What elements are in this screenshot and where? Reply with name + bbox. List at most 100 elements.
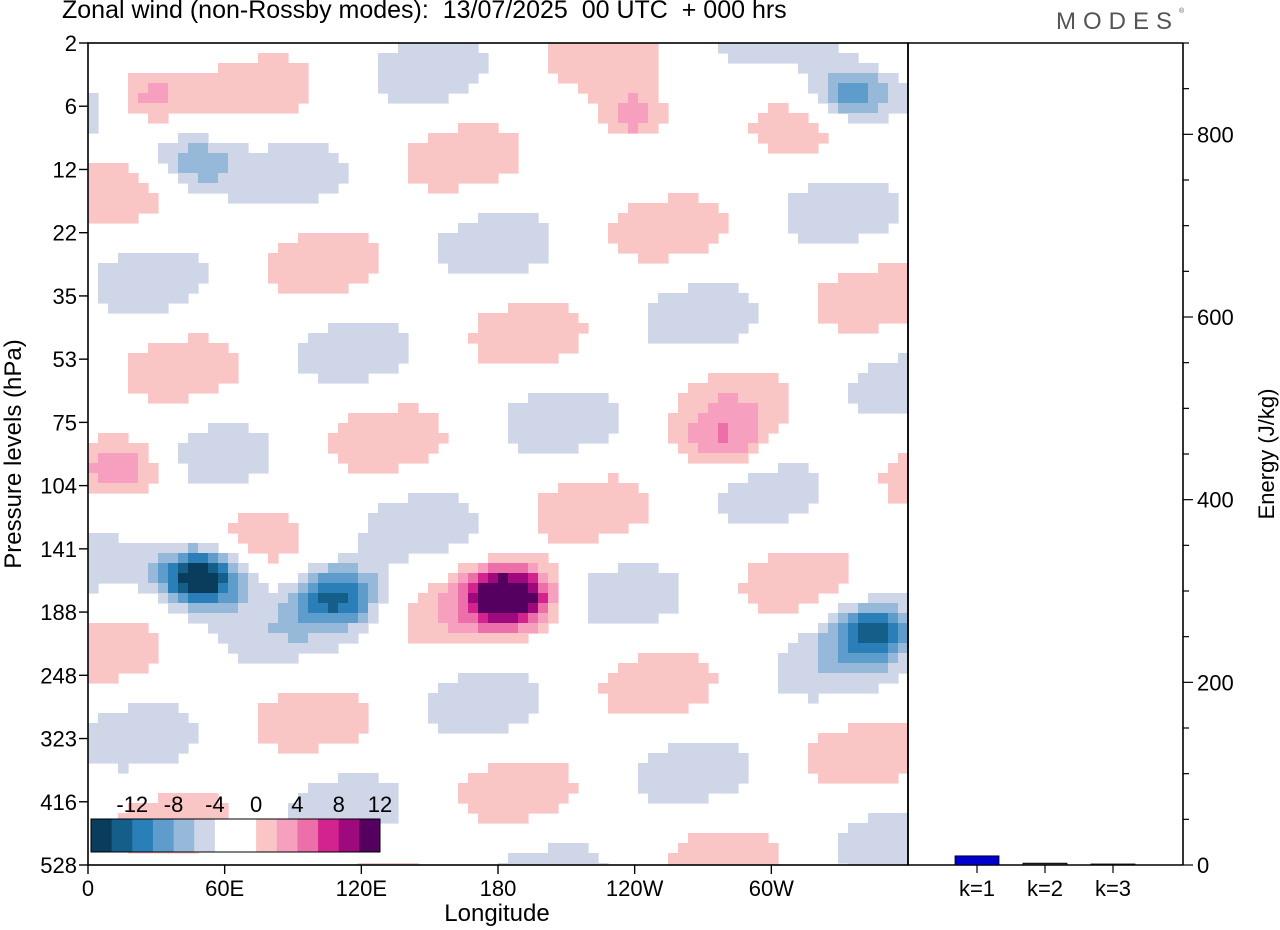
contour-cell: [368, 323, 379, 334]
contour-cell: [888, 473, 899, 484]
contour-cell: [188, 383, 199, 394]
contour-cell: [888, 283, 899, 294]
contour-cell: [378, 53, 389, 64]
contour-cell: [248, 63, 259, 74]
contour-cell: [118, 433, 129, 444]
contour-cell: [128, 373, 139, 384]
contour-cell: [268, 53, 279, 64]
contour-cell: [878, 623, 889, 634]
contour-cell: [418, 503, 429, 514]
contour-cell: [788, 193, 799, 204]
contour-cell: [878, 613, 889, 624]
contour-cell: [758, 853, 769, 864]
contour-cell: [708, 393, 719, 404]
contour-cell: [178, 713, 189, 724]
contour-cell: [208, 143, 219, 154]
contour-cell: [338, 623, 349, 634]
contour-cell: [278, 253, 289, 264]
contour-cell: [278, 743, 289, 754]
contour-cell: [728, 43, 739, 54]
contour-cell: [568, 853, 579, 864]
contour-cell: [418, 163, 429, 174]
contour-cell: [148, 813, 159, 824]
contour-cell: [98, 533, 109, 544]
contour-cell: [338, 333, 349, 344]
contour-cell: [478, 793, 489, 804]
contour-cell: [708, 213, 719, 224]
contour-cell: [658, 243, 669, 254]
contour-cell: [168, 293, 179, 304]
contour-cell: [428, 433, 439, 444]
contour-cell: [348, 583, 359, 594]
contour-cell: [98, 713, 109, 724]
contour-cell: [168, 813, 179, 824]
contour-cell: [658, 103, 669, 114]
contour-cell: [398, 553, 409, 564]
contour-cell: [88, 533, 99, 544]
contour-cell: [308, 793, 319, 804]
contour-cell: [148, 113, 159, 124]
contour-cell: [188, 593, 199, 604]
contour-cell: [548, 773, 559, 784]
contour-cell: [858, 733, 869, 744]
contour-cell: [388, 533, 399, 544]
contour-cell: [748, 503, 759, 514]
contour-cell: [848, 303, 859, 314]
contour-cell: [648, 653, 659, 664]
contour-cell: [298, 73, 309, 84]
contour-cell: [468, 153, 479, 164]
contour-cell: [268, 613, 279, 624]
contour-cell: [748, 853, 759, 864]
contour-cell: [828, 93, 839, 104]
contour-cell: [328, 713, 339, 724]
contour-cell: [128, 213, 139, 224]
contour-cell: [608, 613, 619, 624]
contour-cell: [298, 713, 309, 724]
contour-cell: [638, 593, 649, 604]
contour-cell: [838, 193, 849, 204]
contour-cell: [628, 223, 639, 234]
contour-cell: [308, 173, 319, 184]
contour-cell: [398, 83, 409, 94]
contour-cell: [528, 573, 539, 584]
contour-cell: [498, 703, 509, 714]
contour-cell: [298, 603, 309, 614]
contour-cell: [618, 523, 629, 534]
contour-cell: [878, 83, 889, 94]
contour-cell: [868, 313, 879, 324]
contour-cell: [598, 83, 609, 94]
contour-cell: [348, 573, 359, 584]
contour-cell: [548, 63, 559, 74]
contour-cell: [238, 653, 249, 664]
contour-cell: [138, 573, 149, 584]
contour-cell: [468, 563, 479, 574]
contour-cell: [718, 313, 729, 324]
contour-cell: [868, 633, 879, 644]
contour-cell: [668, 303, 679, 314]
contour-cell: [388, 83, 399, 94]
contour-cell: [598, 413, 609, 424]
contour-cell: [528, 793, 539, 804]
contour-cell: [348, 803, 359, 814]
contour-cell: [118, 643, 129, 654]
contour-cell: [438, 533, 449, 544]
contour-cell: [428, 43, 439, 54]
contour-cell: [788, 663, 799, 674]
contour-cell: [488, 323, 499, 334]
contour-cell: [588, 423, 599, 434]
contour-cell: [268, 103, 279, 114]
contour-cell: [218, 183, 229, 194]
contour-cell: [528, 613, 539, 624]
contour-cell: [368, 783, 379, 794]
contour-cell: [538, 573, 549, 584]
x-tick-label: 60W: [749, 876, 794, 901]
contour-cell: [248, 443, 259, 454]
contour-cell: [528, 863, 539, 865]
contour-cell: [238, 73, 249, 84]
contour-cell: [678, 413, 689, 424]
contour-cell: [888, 613, 899, 624]
contour-cell: [248, 543, 259, 554]
contour-cell: [898, 103, 908, 114]
contour-cell: [338, 723, 349, 734]
contour-cell: [868, 383, 879, 394]
